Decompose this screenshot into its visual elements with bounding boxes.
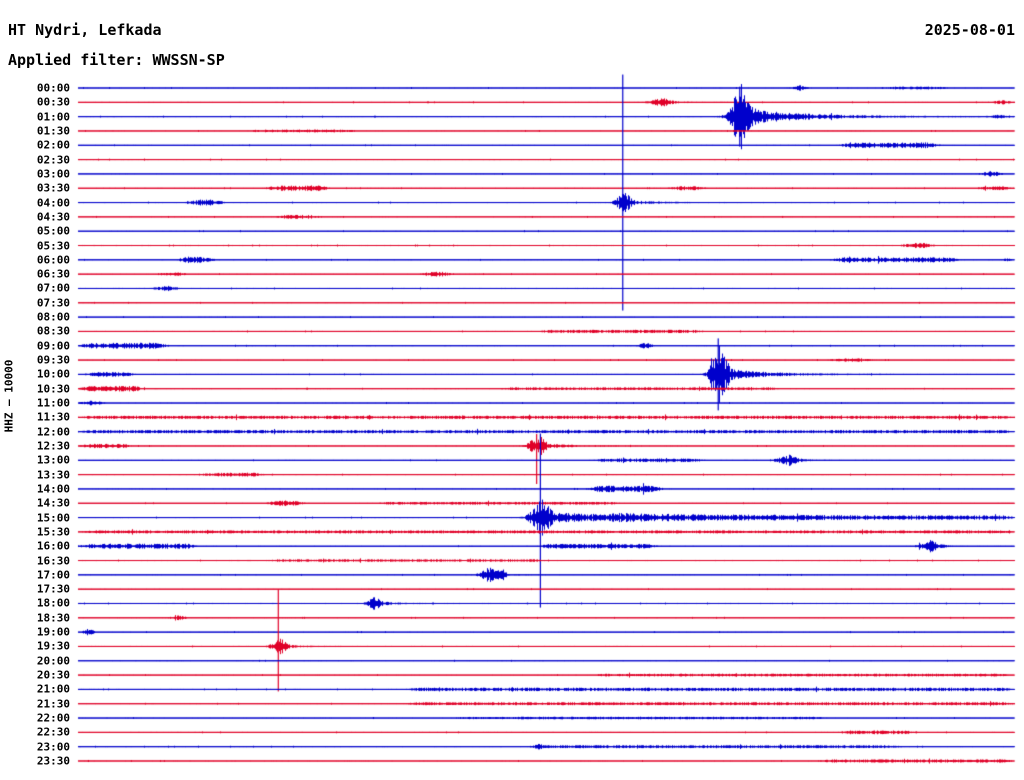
time-label: 19:30 bbox=[36, 639, 70, 653]
time-label: 06:30 bbox=[36, 267, 70, 281]
time-label: 04:00 bbox=[36, 196, 70, 210]
time-label: 23:30 bbox=[36, 754, 70, 768]
time-label: 05:00 bbox=[36, 224, 70, 238]
time-label: 21:30 bbox=[36, 697, 70, 711]
time-label: 17:30 bbox=[36, 582, 70, 596]
date-label: 2025-08-01 bbox=[924, 21, 1015, 39]
time-label: 09:30 bbox=[36, 353, 70, 367]
time-label: 07:00 bbox=[36, 281, 70, 295]
time-label: 13:00 bbox=[36, 453, 70, 467]
time-label: 23:00 bbox=[36, 740, 70, 754]
time-label: 04:30 bbox=[36, 210, 70, 224]
time-label: 00:30 bbox=[36, 95, 70, 109]
time-label: 05:30 bbox=[36, 239, 70, 252]
time-label: 02:30 bbox=[36, 153, 70, 167]
time-label: 11:00 bbox=[36, 396, 70, 410]
time-label: 15:30 bbox=[36, 525, 70, 539]
time-label: 08:30 bbox=[36, 324, 70, 338]
time-label: 12:00 bbox=[36, 425, 70, 439]
time-label: 02:00 bbox=[36, 138, 70, 152]
time-label: 08:00 bbox=[36, 310, 70, 324]
time-label: 20:30 bbox=[36, 668, 70, 682]
time-label: 20:00 bbox=[36, 654, 70, 668]
filter-label: Applied filter: WWSSN-SP bbox=[8, 51, 225, 69]
time-label: 22:00 bbox=[36, 711, 70, 725]
time-label: 03:00 bbox=[36, 167, 70, 181]
time-label: 10:30 bbox=[36, 382, 70, 396]
time-label: 22:30 bbox=[36, 725, 70, 739]
time-label: 00:00 bbox=[36, 81, 70, 95]
time-label: 10:00 bbox=[36, 367, 70, 381]
station-title: HT Nydri, Lefkada bbox=[8, 21, 162, 39]
time-label: 17:00 bbox=[36, 568, 70, 582]
time-label: 14:30 bbox=[36, 496, 70, 510]
time-label: 03:30 bbox=[36, 181, 70, 195]
time-label: 01:30 bbox=[36, 124, 70, 138]
time-label: 09:00 bbox=[36, 339, 70, 353]
time-label: 07:30 bbox=[36, 296, 70, 310]
time-label: 11:30 bbox=[36, 410, 70, 424]
time-label: 06:00 bbox=[36, 253, 70, 267]
time-label: 13:30 bbox=[36, 468, 70, 482]
time-label: 12:30 bbox=[36, 439, 70, 453]
time-label: 18:00 bbox=[36, 596, 70, 610]
time-label: 15:00 bbox=[36, 511, 70, 525]
time-label: 14:00 bbox=[36, 482, 70, 496]
time-label: 21:00 bbox=[36, 682, 70, 696]
time-label: 18:30 bbox=[36, 611, 70, 625]
time-label: 19:00 bbox=[36, 625, 70, 639]
time-label: 16:00 bbox=[36, 539, 70, 553]
time-label: 16:30 bbox=[36, 554, 70, 568]
time-label: 01:00 bbox=[36, 110, 70, 124]
